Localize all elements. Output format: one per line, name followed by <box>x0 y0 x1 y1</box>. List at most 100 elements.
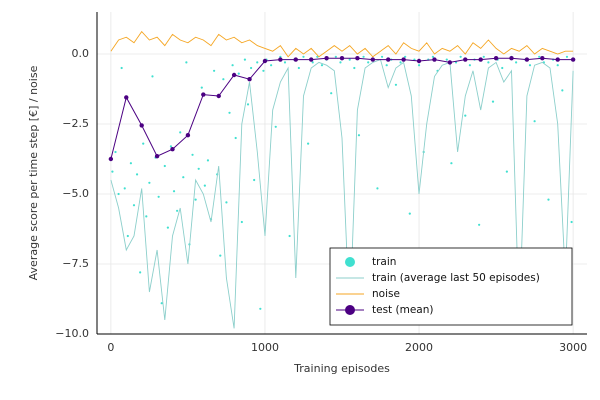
scatter-point <box>431 55 435 58</box>
scatter-point <box>330 92 333 95</box>
scatter-point <box>357 134 361 137</box>
scatter-point <box>353 66 356 70</box>
scatter-point <box>538 55 541 58</box>
scatter-point <box>142 142 145 145</box>
scatter-point <box>362 55 365 58</box>
scatter-point <box>228 111 231 114</box>
legend-swatch <box>345 305 355 315</box>
marker <box>478 57 483 62</box>
marker <box>201 92 206 97</box>
scatter-point <box>169 145 173 148</box>
scatter-point <box>487 61 490 64</box>
scatter-point <box>117 192 120 196</box>
scatter-point <box>246 103 250 106</box>
scatter-point <box>570 220 573 224</box>
scatter-point <box>206 159 210 162</box>
scatter-point <box>234 136 237 140</box>
y-tick-label: −10.0 <box>55 327 89 340</box>
scatter-point <box>240 220 243 224</box>
scatter-point <box>528 64 532 67</box>
marker <box>509 56 514 61</box>
scatter-point <box>182 176 185 179</box>
scatter-point <box>283 61 287 64</box>
scatter-point <box>219 254 222 257</box>
scatter-point <box>417 64 421 67</box>
scatter-point <box>385 64 388 67</box>
scatter-point <box>450 162 453 165</box>
scatter-point <box>547 198 550 201</box>
scatter-point <box>256 61 259 64</box>
legend-label: noise <box>372 288 400 300</box>
y-tick-label: −5.0 <box>62 187 89 200</box>
legend-label: train <box>372 256 396 268</box>
marker <box>540 56 545 61</box>
marker <box>247 77 252 82</box>
scatter-point <box>262 69 265 72</box>
marker <box>555 57 560 62</box>
scatter-point <box>394 83 398 86</box>
scatter-point <box>307 142 310 145</box>
marker <box>570 57 576 62</box>
scatter-point <box>320 64 324 67</box>
marker <box>355 56 360 61</box>
scatter-point <box>200 86 203 89</box>
marker <box>139 123 144 128</box>
marker <box>293 57 298 62</box>
scatter-point <box>237 72 240 75</box>
scatter-point <box>556 64 559 67</box>
marker <box>185 133 191 138</box>
scatter-point <box>139 271 142 274</box>
scatter-point <box>464 114 467 117</box>
marker <box>524 57 530 62</box>
scatter-point <box>151 75 154 78</box>
scatter-point <box>339 61 342 64</box>
legend-box <box>329 247 573 326</box>
scatter-point <box>253 178 256 182</box>
scatter-point <box>191 153 194 156</box>
legend-label: test (mean) <box>372 304 433 316</box>
marker <box>401 57 406 62</box>
marker <box>324 56 329 61</box>
scatter-point <box>135 173 139 176</box>
scatter-point <box>408 212 411 215</box>
scatter-point <box>367 61 370 64</box>
scatter-point <box>132 204 136 207</box>
series-line <box>110 59 574 329</box>
scatter-point <box>491 100 495 103</box>
scatter-point <box>166 226 169 229</box>
marker <box>108 156 114 162</box>
scatter-point <box>249 66 253 70</box>
scatter-point <box>176 209 179 212</box>
y-tick-label: −7.5 <box>62 257 89 270</box>
x-tick-label: 0 <box>107 341 114 354</box>
legend-label: train (average last 50 episodes) <box>372 272 540 284</box>
scatter-point <box>459 55 462 58</box>
scatter-point <box>482 55 485 58</box>
scatter-point <box>259 307 262 310</box>
scatter-point <box>172 190 176 193</box>
scatter-point <box>225 201 228 204</box>
x-tick-label: 1000 <box>251 341 279 354</box>
marker <box>447 60 453 65</box>
series-line <box>110 30 574 58</box>
scatter-point <box>478 223 481 226</box>
marker <box>262 58 268 64</box>
y-tick-label: 0.0 <box>72 47 90 60</box>
scatter-point <box>123 187 126 190</box>
scatter-point <box>222 78 225 81</box>
scatter-point <box>404 55 407 58</box>
marker <box>463 57 468 62</box>
marker <box>124 95 129 100</box>
scatter-point <box>231 64 234 67</box>
x-tick-label: 2000 <box>405 341 433 354</box>
y-axis-label: Average score per time step [€] / noise <box>27 65 40 280</box>
scatter-point <box>279 55 282 58</box>
scatter-point <box>505 170 508 173</box>
scatter-point <box>120 66 123 70</box>
scatter-point <box>194 198 197 201</box>
scatter-point <box>160 302 163 305</box>
marker <box>170 147 175 152</box>
legend: train train (average last 50 episodes) noi… <box>329 247 573 326</box>
scatter-point <box>179 131 182 134</box>
scatter-point <box>501 66 504 70</box>
